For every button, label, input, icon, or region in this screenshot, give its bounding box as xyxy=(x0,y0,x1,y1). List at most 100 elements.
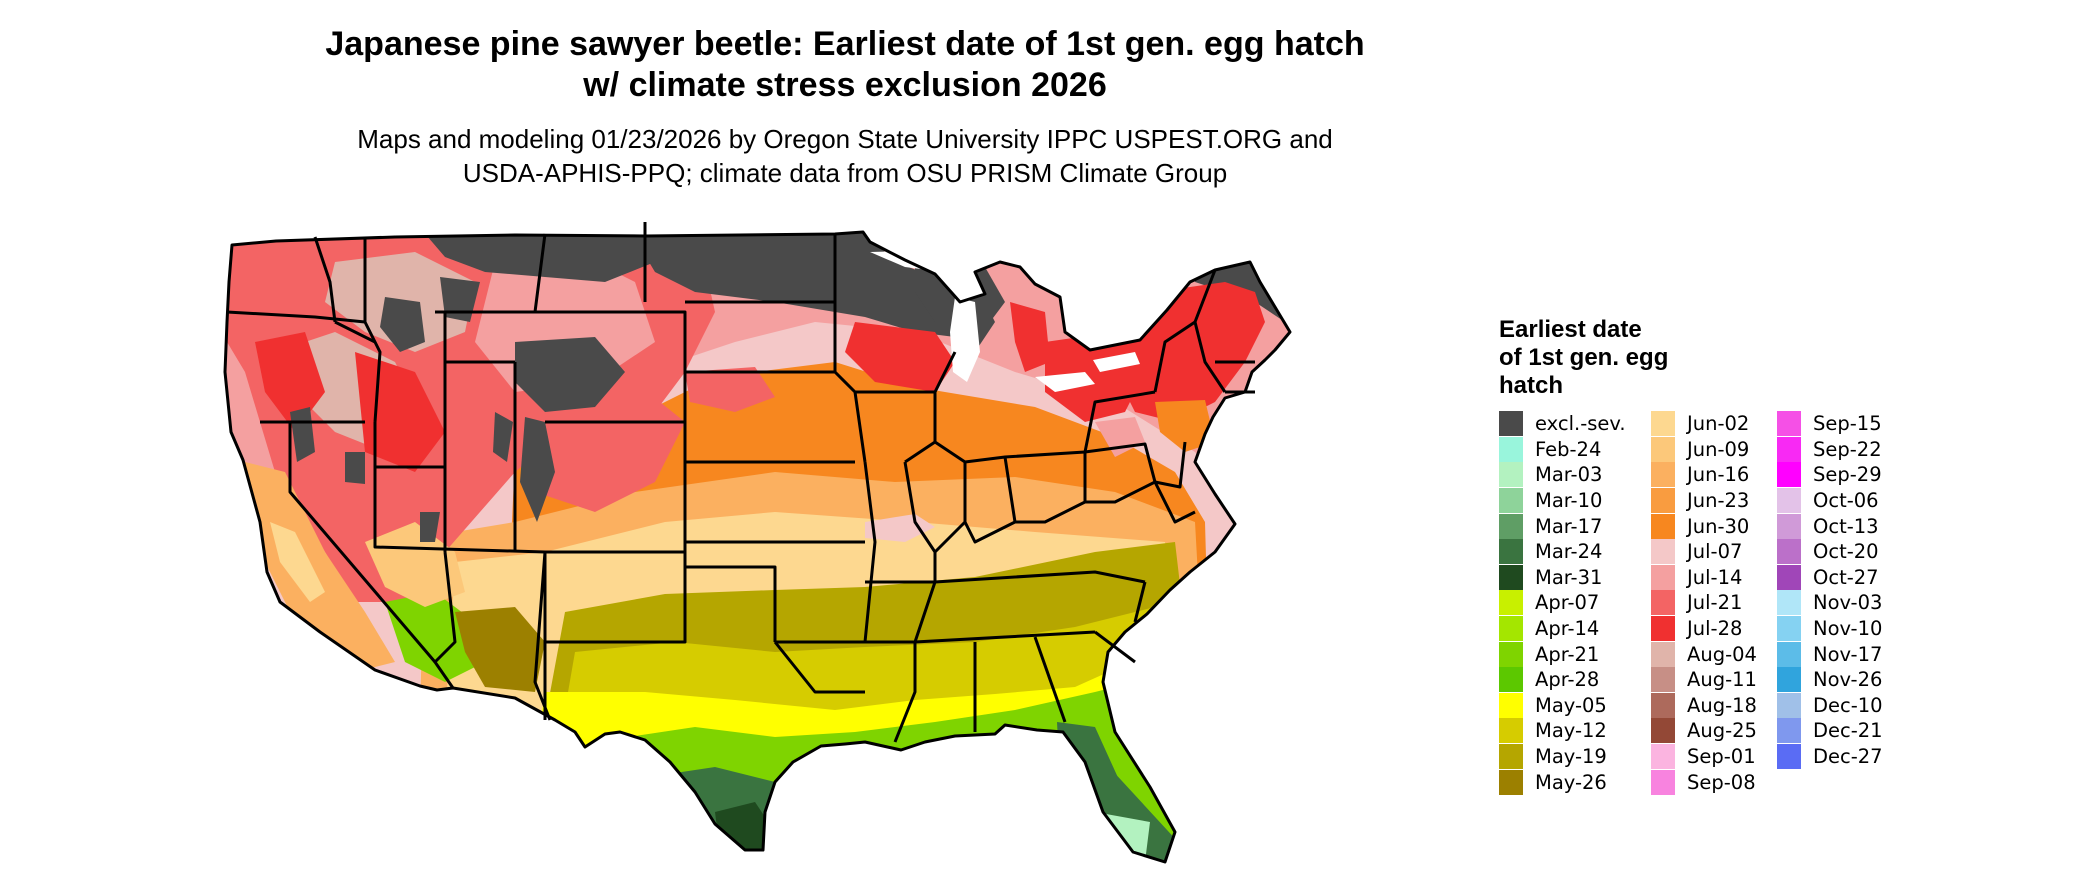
map-title-line-2: w/ climate stress exclusion 2026 xyxy=(583,66,1107,104)
legend-swatch xyxy=(1777,462,1801,488)
legend-label: Jun-16 xyxy=(1687,463,1750,487)
legend-item: May-05 xyxy=(1499,692,1626,719)
legend-item: Aug-18 xyxy=(1651,692,1757,719)
legend-item: Oct-13 xyxy=(1777,513,1883,539)
legend-item: Dec-21 xyxy=(1777,718,1883,744)
legend-swatch xyxy=(1651,411,1675,437)
state-boundaries xyxy=(223,222,1292,864)
legend-swatch xyxy=(1499,488,1523,514)
legend-swatch xyxy=(1499,718,1523,744)
legend-item: Jun-09 xyxy=(1651,436,1757,463)
legend-label: Sep-15 xyxy=(1813,412,1882,436)
legend-swatch xyxy=(1499,564,1523,590)
legend-label: Sep-08 xyxy=(1687,770,1756,794)
legend-swatch xyxy=(1777,411,1801,437)
legend-item: Sep-15 xyxy=(1777,411,1883,437)
legend-item: Sep-22 xyxy=(1777,436,1883,463)
legend-item: Mar-24 xyxy=(1499,539,1626,565)
legend-item: Jul-07 xyxy=(1651,539,1757,565)
legend-item: Nov-17 xyxy=(1777,641,1883,667)
legend-label: Mar-17 xyxy=(1535,514,1603,538)
legend-label: Apr-07 xyxy=(1535,591,1600,615)
legend-swatch xyxy=(1499,411,1523,437)
legend-label: Jul-14 xyxy=(1687,565,1743,589)
map-title: Japanese pine sawyer beetle: Earliest da… xyxy=(190,24,1500,106)
map-title-line-1: Japanese pine sawyer beetle: Earliest da… xyxy=(325,25,1365,63)
legend-swatch xyxy=(1777,641,1801,667)
legend-label: Mar-31 xyxy=(1535,565,1603,589)
legend-label: Jul-21 xyxy=(1687,591,1743,615)
legend-swatch xyxy=(1499,590,1523,616)
legend-item: Feb-24 xyxy=(1499,436,1626,463)
legend-item: Nov-10 xyxy=(1777,616,1883,642)
legend-swatch xyxy=(1777,513,1801,539)
legend-item: Oct-20 xyxy=(1777,539,1883,565)
legend-label: Jul-07 xyxy=(1687,540,1743,564)
legend-swatch xyxy=(1651,641,1675,667)
legend-item: Aug-25 xyxy=(1651,718,1757,744)
legend-label: Oct-06 xyxy=(1813,489,1879,513)
legend-swatch xyxy=(1499,616,1523,642)
legend-label: Dec-27 xyxy=(1813,745,1883,769)
legend-swatch xyxy=(1651,436,1675,462)
legend-title-line-1: Earliest date xyxy=(1499,316,1642,343)
legend-label: Aug-18 xyxy=(1687,693,1757,717)
legend-item: excl.-sev. xyxy=(1499,411,1626,437)
legend-swatch xyxy=(1499,436,1523,462)
legend-swatch xyxy=(1651,616,1675,642)
map-subtitle-line-1: Maps and modeling 01/23/2026 by Oregon S… xyxy=(357,124,1333,154)
legend-label: Nov-03 xyxy=(1813,591,1883,615)
legend-item: Jun-02 xyxy=(1651,411,1757,437)
legend-item: Apr-28 xyxy=(1499,667,1626,693)
legend-item: Nov-03 xyxy=(1777,590,1883,616)
legend-swatch xyxy=(1651,692,1675,718)
legend-item: Jun-30 xyxy=(1651,513,1757,539)
legend-swatch xyxy=(1651,564,1675,590)
legend-label: Nov-26 xyxy=(1813,668,1883,692)
legend-label: Jul-28 xyxy=(1687,617,1743,641)
legend-swatch xyxy=(1777,436,1801,462)
legend-column-2: Jun-02 Jun-09 Jun-16 Jun-23 Jun-30 Jul-07 Jul-… xyxy=(1651,411,1757,795)
legend-label: excl.-sev. xyxy=(1535,412,1626,436)
legend-label: Mar-03 xyxy=(1535,463,1603,487)
legend-label: Sep-29 xyxy=(1813,463,1882,487)
legend-swatch xyxy=(1651,769,1675,795)
legend-swatch xyxy=(1777,692,1801,718)
legend-label: Aug-11 xyxy=(1687,668,1757,692)
map-subtitle: Maps and modeling 01/23/2026 by Oregon S… xyxy=(190,122,1500,190)
legend-label: Nov-17 xyxy=(1813,642,1883,666)
legend-label: Dec-21 xyxy=(1813,719,1883,743)
legend-item: Oct-06 xyxy=(1777,488,1883,514)
legend-title-line-2: of 1st gen. egg xyxy=(1499,344,1669,371)
legend-swatch xyxy=(1499,462,1523,488)
legend-item: Aug-11 xyxy=(1651,667,1757,693)
legend-item: Sep-08 xyxy=(1651,769,1757,795)
legend-swatch xyxy=(1777,590,1801,616)
legend-label: Jun-23 xyxy=(1687,489,1750,513)
legend-item: Jul-28 xyxy=(1651,616,1757,642)
legend-swatch xyxy=(1777,564,1801,590)
legend-swatch xyxy=(1499,667,1523,693)
legend-label: Jun-30 xyxy=(1687,514,1750,538)
legend-item: Apr-07 xyxy=(1499,590,1626,616)
legend-label: May-12 xyxy=(1535,719,1607,743)
legend-swatch xyxy=(1499,539,1523,565)
hatch-date-raster xyxy=(225,232,1290,862)
legend-label: Mar-10 xyxy=(1535,489,1603,513)
legend-swatch xyxy=(1651,744,1675,770)
legend-swatch xyxy=(1777,744,1801,770)
legend-item: Sep-29 xyxy=(1777,462,1883,488)
legend-item: Apr-21 xyxy=(1499,641,1626,667)
legend-item: May-19 xyxy=(1499,744,1626,770)
legend-column-3: Sep-15 Sep-22 Sep-29 Oct-06 Oct-13 Oct-20 Oct-… xyxy=(1777,411,1883,770)
legend-label: Jun-09 xyxy=(1687,437,1750,461)
legend-swatch xyxy=(1651,667,1675,693)
legend-label: May-19 xyxy=(1535,745,1607,769)
legend-title-line-3: hatch xyxy=(1499,372,1564,399)
legend-label: Oct-27 xyxy=(1813,565,1879,589)
legend-swatch xyxy=(1499,641,1523,667)
legend-swatch xyxy=(1651,462,1675,488)
legend-item: May-12 xyxy=(1499,718,1626,744)
legend-label: May-05 xyxy=(1535,693,1607,717)
legend-item: Oct-27 xyxy=(1777,564,1883,591)
